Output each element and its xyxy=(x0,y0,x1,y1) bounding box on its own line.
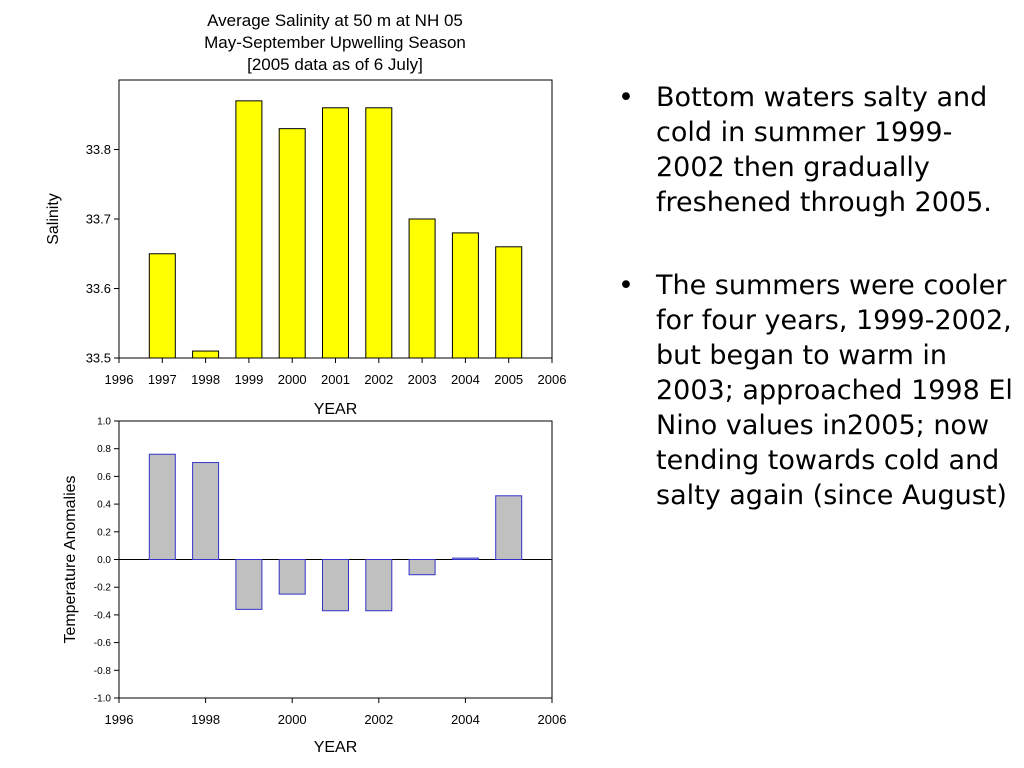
x-axis-title: YEAR xyxy=(314,401,358,418)
y-axis-title: Salinity xyxy=(45,193,62,245)
x-tick-label: 2004 xyxy=(451,712,480,727)
y-tick-label: 33.5 xyxy=(86,351,111,366)
x-tick-label: 1998 xyxy=(191,372,220,387)
y-tick-label: 0.6 xyxy=(97,472,111,483)
x-tick-label: 2004 xyxy=(451,372,480,387)
bar-2001 xyxy=(322,107,349,359)
y-tick-label: 0.2 xyxy=(97,527,111,538)
y-tick-label: -0.8 xyxy=(94,666,112,677)
bar-2004 xyxy=(451,232,479,359)
bar-2002 xyxy=(365,559,393,612)
bar-1999 xyxy=(235,559,263,610)
x-tick-label: 2000 xyxy=(278,712,307,727)
bar-2005 xyxy=(495,495,523,561)
x-tick-label: 2000 xyxy=(278,372,307,387)
bar-1998 xyxy=(192,350,220,359)
y-tick-label: 0.4 xyxy=(97,500,111,511)
bar-1998 xyxy=(192,462,220,560)
bar-2003 xyxy=(408,218,436,359)
temperature-anomaly-chart: -1.0 -0.8 -0.6 -0.4 -0.2 0.0 0.2 0.4 0.6 0.8 1.0 19… xyxy=(62,417,567,757)
x-tick-label: 1998 xyxy=(191,712,220,727)
x-tick-label: 2005 xyxy=(494,372,523,387)
y-tick-label: 33.6 xyxy=(86,281,111,296)
bullet-list: • Bottom waters salty and cold in summer… xyxy=(612,80,1017,561)
bullet-text-1: Bottom waters salty and cold in summer 1… xyxy=(656,82,992,218)
bar-2002 xyxy=(365,107,393,359)
bullet-item-1: • Bottom waters salty and cold in summer… xyxy=(612,80,1017,220)
x-tick-label: 1996 xyxy=(105,372,134,387)
bullet-symbol: • xyxy=(618,270,634,301)
x-tick-label: 1996 xyxy=(105,712,134,727)
chart-title: Average Salinity at 50 m at NH 05 xyxy=(207,11,463,30)
y-tick-label: 33.8 xyxy=(86,142,111,157)
salinity-chart: Average Salinity at 50 m at NH 05 May-Sep… xyxy=(45,11,567,418)
bar-2001 xyxy=(322,559,349,612)
chart-title: [2005 data as of 6 July] xyxy=(247,55,423,74)
chart-title: May-September Upwelling Season xyxy=(204,33,466,52)
y-tick-label: 0.8 xyxy=(97,444,111,455)
x-tick-label: 2002 xyxy=(364,372,393,387)
x-tick-label: 2001 xyxy=(321,372,350,387)
y-tick-label: 1.0 xyxy=(97,417,111,428)
x-tick-label: 1999 xyxy=(234,372,263,387)
bar-2000 xyxy=(278,559,306,595)
x-tick-label: 2006 xyxy=(538,372,567,387)
y-axis-title: Temperature Anomalies xyxy=(62,475,79,643)
y-tick-label: 0.0 xyxy=(97,555,111,566)
bullet-symbol: • xyxy=(618,82,634,113)
y-tick-label: -0.2 xyxy=(94,583,112,594)
x-tick-label: 2003 xyxy=(408,372,437,387)
x-tick-label: 1997 xyxy=(148,372,177,387)
y-tick-label: -0.6 xyxy=(94,638,112,649)
x-tick-label: 2006 xyxy=(538,712,567,727)
y-tick-label: 33.7 xyxy=(86,212,111,227)
bar-2004 xyxy=(451,557,479,560)
bar-2005 xyxy=(495,246,523,359)
bar-1997 xyxy=(148,253,176,359)
x-axis-title: YEAR xyxy=(314,739,358,756)
bar-1997 xyxy=(148,453,176,560)
x-tick-label: 2002 xyxy=(364,712,393,727)
bullet-item-2: • The summers were cooler for four years… xyxy=(612,268,1017,513)
bar-1999 xyxy=(235,100,263,359)
bullet-text-2: The summers were cooler for four years, … xyxy=(656,270,1013,511)
y-tick-label: -0.4 xyxy=(94,610,112,621)
bar-2000 xyxy=(278,128,306,359)
bar-2003 xyxy=(408,559,436,576)
y-tick-label: -1.0 xyxy=(94,694,112,705)
